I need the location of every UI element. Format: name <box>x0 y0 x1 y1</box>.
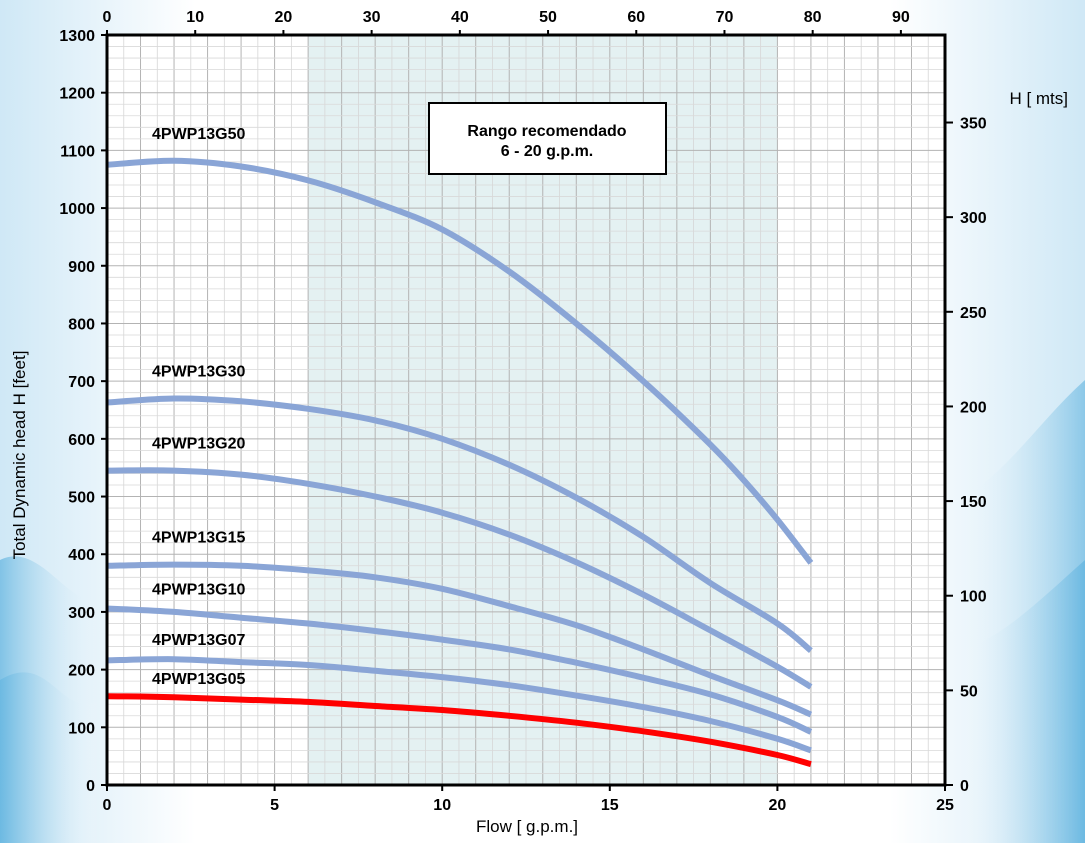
x2-tick-label: 90 <box>892 9 910 26</box>
y-tick-label: 1300 <box>59 28 95 45</box>
x2-tick-label: 40 <box>451 9 469 26</box>
x2-tick-label: 30 <box>363 9 381 26</box>
series-line-4pwp13g07 <box>106 656 812 754</box>
curves: 4PWP13G50 4PWP13G30 4PWP13G20 4PWP13G15 4PWP… <box>106 126 814 768</box>
x2-tick-label: 0 <box>103 9 112 26</box>
y2-tick-label: 0 <box>960 778 969 795</box>
series-line-4pwp13g50 <box>106 157 814 565</box>
series-line-4pwp13g20 <box>106 467 813 690</box>
plot-frame <box>105 33 947 787</box>
x2-tick-label: 80 <box>804 9 822 26</box>
series-label-4pwp13g05: 4PWP13G05 <box>152 671 245 688</box>
y2-tick-label: 200 <box>960 399 987 416</box>
x2-tick-label: 60 <box>627 9 645 26</box>
y-tick-label: 1200 <box>59 86 95 103</box>
y2-tick-label: 250 <box>960 305 987 322</box>
y2-tick-label: 50 <box>960 683 978 700</box>
y2-tick-label: 150 <box>960 494 987 511</box>
x2-tick-label: 70 <box>716 9 734 26</box>
y-tick-label: 400 <box>68 547 95 564</box>
series-label-4pwp13g30: 4PWP13G30 <box>152 363 245 380</box>
y2-tick-label: 350 <box>960 116 987 133</box>
y-tick-label: 1100 <box>60 143 95 160</box>
x2-tick-label: 50 <box>539 9 557 26</box>
y2-tick-label: 100 <box>960 589 987 606</box>
series-label-4pwp13g15: 4PWP13G15 <box>152 530 245 547</box>
x-tick-label: 5 <box>270 797 279 814</box>
x2-tick-label: 20 <box>275 9 293 26</box>
recommended-range-title: Rango recomendado <box>467 123 626 140</box>
series-line-4pwp13g05 <box>106 693 812 768</box>
y-tick-label: 600 <box>68 432 95 449</box>
y-tick-label: 700 <box>68 374 95 391</box>
series-label-4pwp13g10: 4PWP13G10 <box>152 581 245 598</box>
recommended-range-subtitle: 6 - 20 g.p.m. <box>501 143 593 160</box>
x-tick-label: 25 <box>936 797 954 814</box>
x-axis-title: Flow [ g.p.m.] <box>476 817 578 836</box>
series-line-4pwp13g15 <box>106 561 813 718</box>
series-line-4pwp13g10 <box>106 605 813 735</box>
y-tick-label: 800 <box>68 316 95 333</box>
y2-axis-title: H [ mts] <box>1009 89 1068 108</box>
y-tick-label: 300 <box>68 605 95 622</box>
x-tick-label: 0 <box>103 797 112 814</box>
series-label-4pwp13g20: 4PWP13G20 <box>152 436 245 453</box>
y-tick-label: 100 <box>68 720 95 737</box>
series-label-4pwp13g07: 4PWP13G07 <box>152 632 245 649</box>
series-line-4pwp13g30 <box>106 395 813 653</box>
series-label-4pwp13g50: 4PWP13G50 <box>152 126 245 143</box>
y-tick-label: 1000 <box>59 201 95 218</box>
x-tick-label: 20 <box>769 797 787 814</box>
x2-tick-label: 10 <box>186 9 204 26</box>
recommended-range-box: Rango recomendado 6 - 20 g.p.m. <box>428 102 667 175</box>
y2-tick-label: 300 <box>960 210 987 227</box>
y-tick-label: 0 <box>86 778 95 795</box>
y-tick-label: 900 <box>68 259 95 276</box>
x-tick-label: 15 <box>601 797 619 814</box>
y-tick-label: 200 <box>68 663 95 680</box>
y-tick-label: 500 <box>68 490 95 507</box>
y-axis-title: Total Dynamic head H [feet] <box>10 351 29 560</box>
axis-ticks: 0 5 10 15 20 250 10 20 30 40 50 60 70 80 9001002003004… <box>59 9 986 814</box>
x-tick-label: 10 <box>433 797 451 814</box>
